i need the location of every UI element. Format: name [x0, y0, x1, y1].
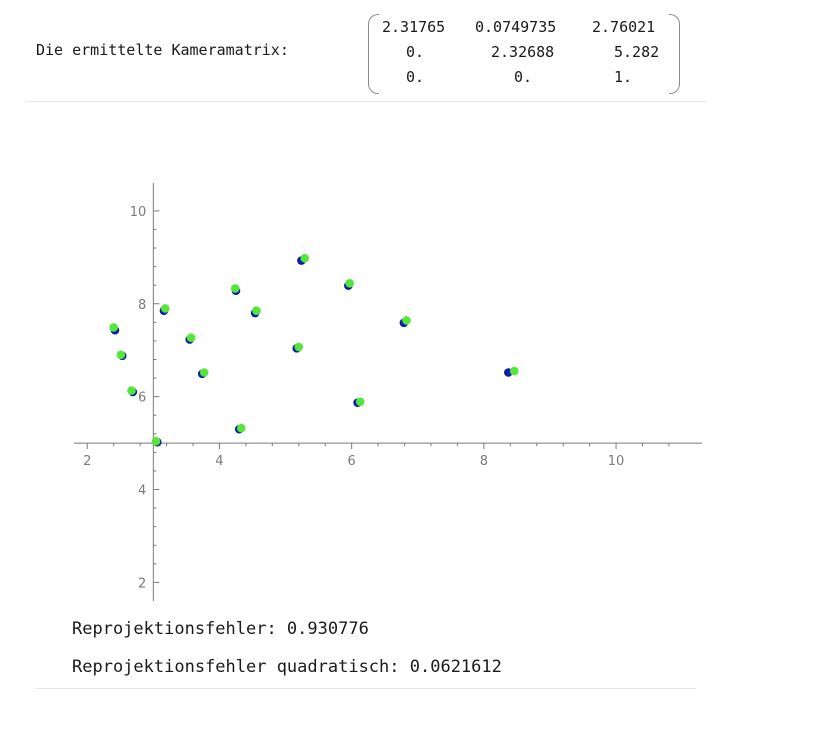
data-point-green — [236, 423, 246, 433]
matrix-cell-2-1: 0. — [514, 68, 533, 86]
matrix-cell-1-1: 2.32688 — [491, 43, 555, 61]
y-tick-label: 8 — [138, 298, 146, 313]
x-tick-label: 2 — [83, 454, 91, 469]
x-tick-label: 8 — [480, 454, 488, 469]
matrix-cell-2-2: 1. — [614, 68, 633, 86]
plot-ticks — [86, 210, 670, 583]
data-point-green — [402, 316, 411, 325]
data-point-green — [300, 253, 310, 263]
plot-tick-labels: 2 4 6 8 10 2 4 6 8 10 — [83, 205, 624, 592]
matrix-right-paren — [669, 14, 680, 94]
matrix-left-paren — [368, 14, 379, 94]
data-point-green — [355, 397, 365, 407]
y-tick-label: 2 — [138, 576, 146, 591]
data-point-green — [345, 279, 354, 288]
matrix-cell-0-1: 0.0749735 — [475, 18, 557, 36]
data-point-green — [151, 436, 161, 446]
data-point-green — [127, 386, 136, 395]
reprojection-error: Reprojektionsfehler: 0.930776 — [72, 619, 369, 639]
matrix-cell-1-0: 0. — [406, 43, 425, 61]
data-point-green — [109, 323, 118, 332]
camera-matrix: 2.31765 0.0749735 2.76021 0. 2.32688 5.2… — [368, 14, 680, 94]
reprojection-error-squared: Reprojektionsfehler quadratisch: 0.06216… — [72, 657, 502, 677]
x-tick-label: 4 — [215, 454, 223, 469]
data-point-green — [509, 366, 519, 376]
y-tick-label: 10 — [130, 205, 147, 220]
y-tick-label: 4 — [138, 484, 146, 499]
matrix-cell-0-2: 2.76021 — [592, 18, 656, 36]
plot-points — [109, 253, 519, 447]
y-tick-label: 6 — [138, 391, 146, 406]
data-point-green — [199, 368, 209, 377]
data-point-green — [116, 350, 126, 360]
matrix-cell-2-0: 0. — [406, 68, 425, 86]
output-divider-bottom — [36, 688, 696, 689]
data-point-green — [186, 333, 196, 342]
data-point-green — [252, 306, 261, 316]
matrix-cell-1-2: 5.282 — [614, 43, 660, 61]
matrix-label: Die ermittelte Kameramatrix: — [36, 41, 289, 59]
data-point-green — [294, 342, 304, 352]
plot-axes — [74, 183, 702, 601]
data-point-green — [230, 284, 240, 293]
x-tick-label: 10 — [608, 454, 625, 469]
scatter-plot: 2 4 6 8 10 2 4 6 8 10 — [74, 183, 702, 601]
matrix-cell-0-0: 2.31765 — [382, 18, 446, 36]
output-divider-top — [26, 101, 706, 102]
data-point-green — [160, 304, 170, 313]
x-tick-label: 6 — [348, 454, 356, 469]
